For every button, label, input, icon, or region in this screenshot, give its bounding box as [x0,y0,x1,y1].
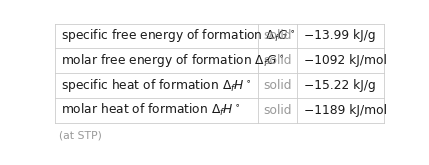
Text: solid: solid [263,79,292,92]
Text: solid: solid [263,30,292,43]
Text: specific heat of formation $\Delta_f H^\circ$: specific heat of formation $\Delta_f H^\… [61,77,252,94]
Text: −13.99 kJ/g: −13.99 kJ/g [304,30,375,43]
Text: (at STP): (at STP) [59,130,102,140]
Text: solid: solid [263,54,292,67]
Text: molar heat of formation $\Delta_f H^\circ$: molar heat of formation $\Delta_f H^\cir… [61,102,241,118]
Text: −1092 kJ/mol: −1092 kJ/mol [304,54,387,67]
Text: −15.22 kJ/g: −15.22 kJ/g [304,79,376,92]
Text: specific free energy of formation $\Delta_f G^\circ$: specific free energy of formation $\Delt… [61,28,296,45]
Text: −1189 kJ/mol: −1189 kJ/mol [304,104,387,117]
Text: solid: solid [263,104,292,117]
Text: molar free energy of formation $\Delta_f G^\circ$: molar free energy of formation $\Delta_f… [61,52,285,69]
